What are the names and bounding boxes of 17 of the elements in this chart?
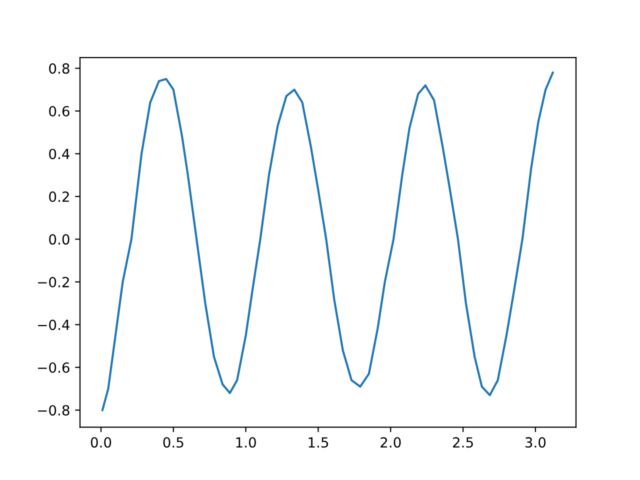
x-tick-label: 2.0	[380, 437, 401, 448]
x-tick-label: 2.5	[453, 437, 473, 448]
x-tick-label: 0.0	[90, 437, 112, 448]
y-tick-label: 0.6	[49, 106, 70, 116]
x-tick-label: 1.5	[308, 437, 328, 448]
y-tick-label: −0.2	[38, 276, 69, 288]
line-series	[101, 72, 554, 412]
x-tick-label: 3.0	[525, 437, 546, 448]
x-tick-label: 0.5	[163, 437, 184, 448]
y-tick-label: 0.0	[49, 234, 70, 245]
y-tick-label: 0.4	[49, 148, 70, 160]
x-tick-label: 1.0	[236, 437, 256, 448]
y-tick-label: −0.8	[38, 405, 70, 416]
y-tick-label: −0.4	[38, 320, 70, 330]
y-tick-label: 0.2	[49, 191, 69, 202]
y-tick-label: 0.8	[49, 63, 70, 74]
y-tick-label: −0.6	[38, 362, 70, 373]
